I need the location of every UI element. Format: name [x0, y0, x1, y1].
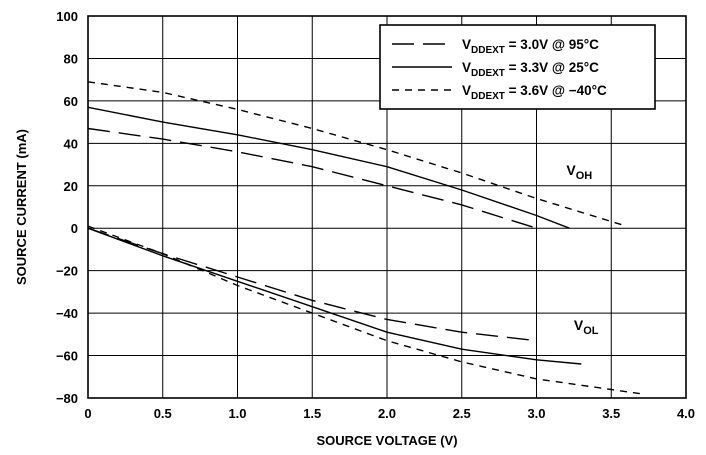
y-tick-label: 20: [64, 179, 78, 194]
legend: VDDEXT = 3.0V @ 95°C VDDEXT = 3.3V @ 25°C…: [379, 24, 656, 110]
y-tick-label: −80: [56, 391, 78, 406]
y-tick-label: −40: [56, 306, 78, 321]
x-tick-label: 3.0: [527, 406, 545, 421]
series-line-voh-0: [87, 127, 537, 229]
y-tick-label: 40: [64, 136, 78, 151]
legend-entry: VDDEXT = 3.0V @ 95°C: [462, 37, 599, 56]
annotations: VOH VOL: [566, 162, 598, 337]
x-tick-label: 0.5: [154, 406, 172, 421]
plot-border: [87, 15, 687, 399]
series-line-voh-1: [87, 106, 570, 229]
legend-entry: VDDEXT = 3.3V @ 25°C: [462, 60, 599, 79]
x-tick-label: 2.0: [378, 406, 396, 421]
annotation-oh: VOH: [566, 162, 592, 182]
curves: [87, 81, 642, 395]
x-tick-label: 2.5: [453, 406, 471, 421]
annotation-ol: VOL: [574, 317, 599, 337]
series-line-vol-1: [87, 227, 582, 365]
legend-entry: VDDEXT = 3.6V @ −40°C: [462, 83, 607, 102]
series-line-vol-2: [87, 225, 642, 395]
y-axis-label: SOURCE CURRENT (mA): [14, 129, 29, 285]
y-tick-label: 100: [56, 9, 78, 24]
x-axis-label: SOURCE VOLTAGE (V): [316, 433, 457, 448]
x-tick-label: 1.5: [303, 406, 321, 421]
x-tick-label: 0: [84, 406, 91, 421]
x-tick-label: 3.5: [602, 406, 620, 421]
x-tick-label: 1.0: [228, 406, 246, 421]
y-tick-label: 0: [71, 221, 78, 236]
y-tick-labels: 100 80 60 40 20 0 −20 −40 −60 −80: [56, 9, 78, 406]
x-tick-label: 4.0: [677, 406, 695, 421]
y-tick-label: −20: [56, 264, 78, 279]
x-tick-labels: 0 0.5 1.0 1.5 2.0 2.5 3.0 3.5 4.0: [84, 406, 695, 421]
y-tick-label: 80: [64, 51, 78, 66]
y-tick-label: −60: [56, 349, 78, 364]
y-tick-label: 60: [64, 94, 78, 109]
